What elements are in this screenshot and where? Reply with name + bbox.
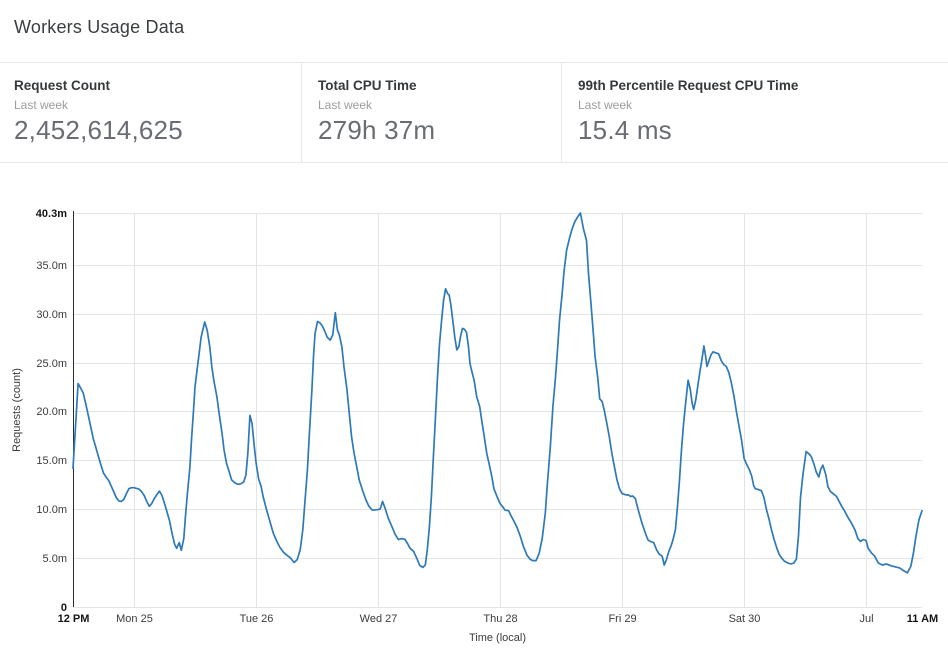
x-tick-label: Wed 27 (360, 613, 398, 625)
x-tick-label: Mon 25 (116, 613, 153, 625)
y-tick-label: 30.0m (36, 309, 67, 321)
x-tick-label: Thu 28 (483, 613, 517, 625)
x-tick-label: Tue 26 (240, 613, 274, 625)
stat-label: Request Count (14, 78, 110, 93)
page-title: Workers Usage Data (14, 17, 185, 38)
x-tick-label: 11 AM (907, 613, 938, 625)
y-tick-label: 5.0m (43, 553, 67, 565)
stat-period: Last week (14, 98, 69, 112)
stat-label: Total CPU Time (318, 78, 417, 93)
y-tick-label: 15.0m (36, 455, 67, 467)
y-tick-label: 25.0m (36, 358, 67, 370)
y-axis-title: Requests (count) (11, 368, 23, 452)
stat-value: 15.4 ms (578, 115, 672, 145)
plot-area[interactable] (73, 213, 922, 607)
stat-value: 279h 37m (318, 115, 436, 145)
y-tick-label: 20.0m (36, 406, 67, 418)
stat-card-p99-request-cpu-time: 99th Percentile Request CPU Time Last we… (561, 63, 948, 162)
y-tick-label: 35.0m (36, 260, 67, 272)
stats-row: Request Count Last week 2,452,614,625 To… (0, 62, 948, 163)
requests-series-line (72, 212, 923, 574)
stat-period: Last week (318, 98, 373, 112)
stat-value: 2,452,614,625 (14, 115, 183, 145)
x-tick-label: 12 PM (58, 613, 90, 625)
y-tick-label: 0 (61, 602, 67, 614)
stat-card-request-count: Request Count Last week 2,452,614,625 (0, 63, 301, 162)
x-tick-label: Fri 29 (608, 613, 636, 625)
y-tick-label: 10.0m (36, 504, 67, 516)
y-tick-label: 40.3m (36, 208, 67, 220)
x-axis-title: Time (local) (469, 632, 526, 644)
x-tick-label: Sat 30 (729, 613, 761, 625)
stat-card-total-cpu-time: Total CPU Time Last week 279h 37m (301, 63, 561, 162)
x-tick-label: Jul (859, 613, 873, 625)
stat-period: Last week (578, 98, 633, 112)
stat-label: 99th Percentile Request CPU Time (578, 78, 799, 93)
